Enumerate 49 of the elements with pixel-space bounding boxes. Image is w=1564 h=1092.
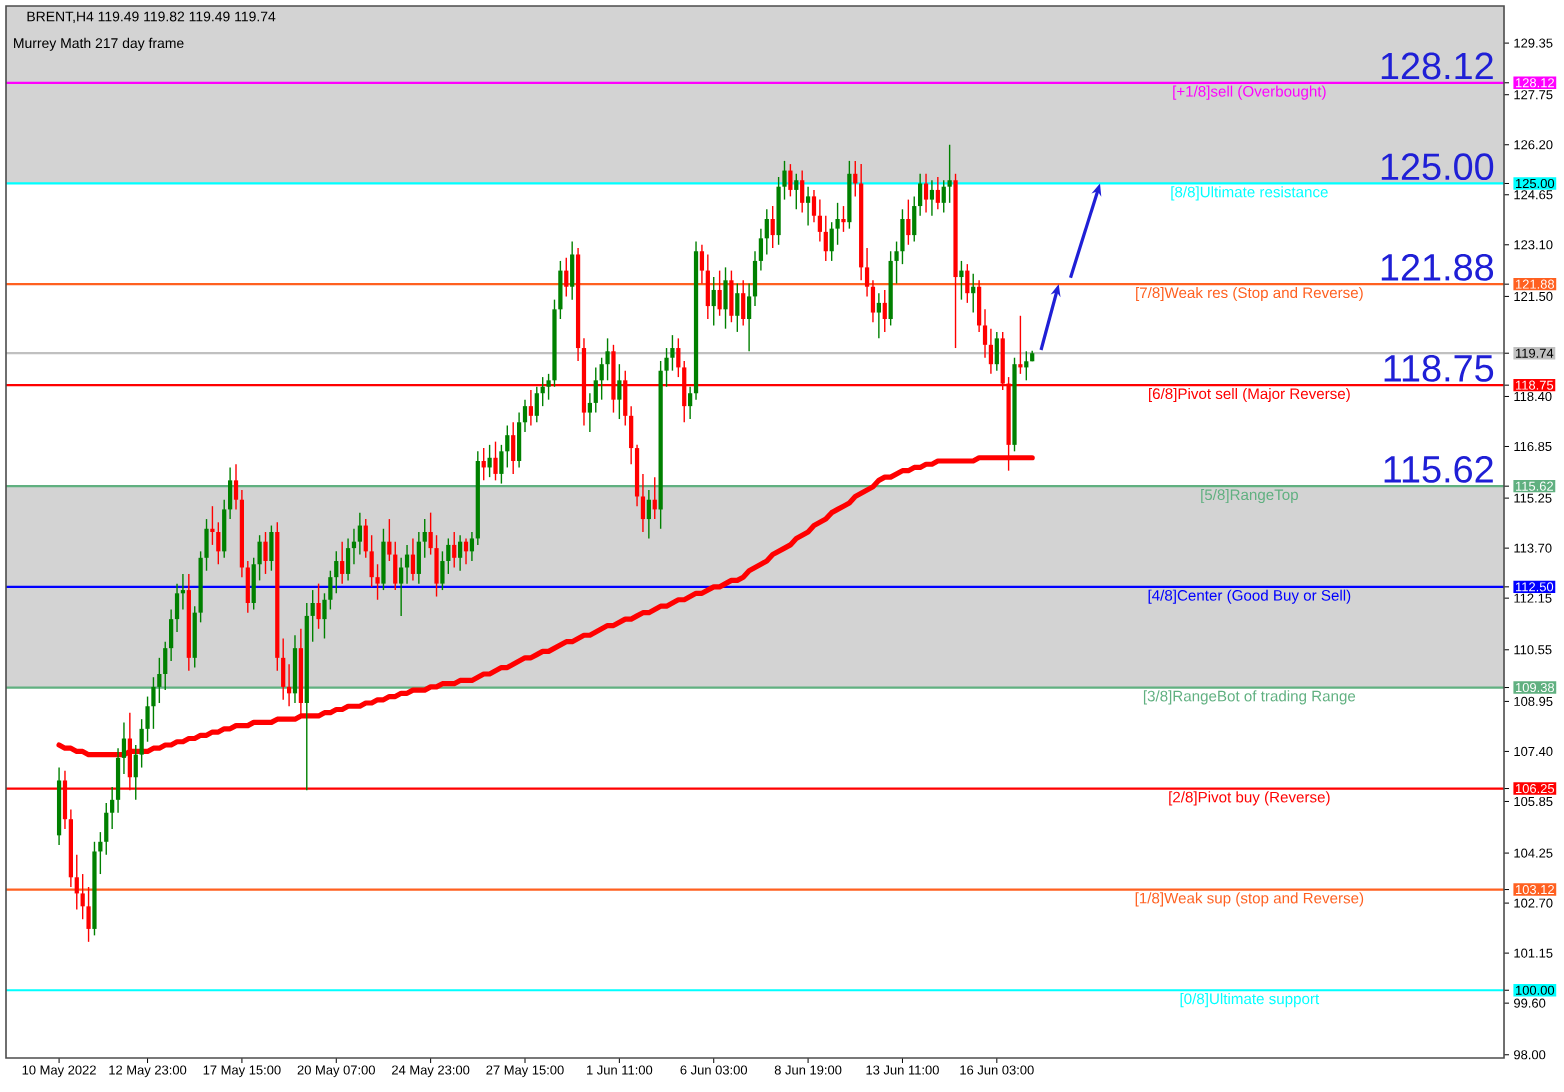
candlestick [487,444,492,478]
annotation: 128.12 [1381,52,1493,80]
candlestick [929,179,935,217]
candlestick [794,173,799,210]
candlestick [788,163,793,198]
candlestick [292,634,298,704]
annotation: 121.88 [1381,253,1494,281]
candlestick [269,524,274,572]
candlestick [994,331,999,372]
candlestick [1018,315,1023,375]
candlestick [340,540,345,585]
candlestick [717,269,722,317]
candlestick [511,421,516,475]
candlestick [841,205,846,233]
candlestick [729,269,734,323]
candlestick [357,511,362,556]
candlestick [617,363,622,420]
candlestick [947,144,952,204]
candlestick [876,292,881,340]
candlestick [381,528,386,591]
candlestick [741,279,746,327]
candlestick [965,263,970,304]
candlestick [906,198,911,246]
candlestick [805,186,811,227]
candlestick [735,282,740,333]
candlestick [711,276,716,327]
candlestick [935,176,940,210]
candlestick [882,289,887,333]
candlestick [723,266,728,330]
candlestick [800,169,805,214]
candlestick [705,253,710,320]
annotation: 125.00 [1381,153,1494,181]
candlestick [564,257,569,298]
candlestick [316,582,321,630]
annotation: 115.62 [1384,455,1493,483]
candlestick [345,537,351,582]
candlestick [458,534,463,572]
candlestick [410,537,416,582]
annotation: 118.75 [1384,354,1494,382]
candlestick [959,260,964,301]
candlestick [263,531,268,575]
candlestick [1024,350,1029,382]
candlestick [770,205,775,249]
candlestick [452,531,457,569]
candlestick [528,389,534,427]
candlestick [493,440,498,482]
candlestick [923,173,929,214]
candlestick [646,489,651,540]
candlestick [570,240,575,301]
